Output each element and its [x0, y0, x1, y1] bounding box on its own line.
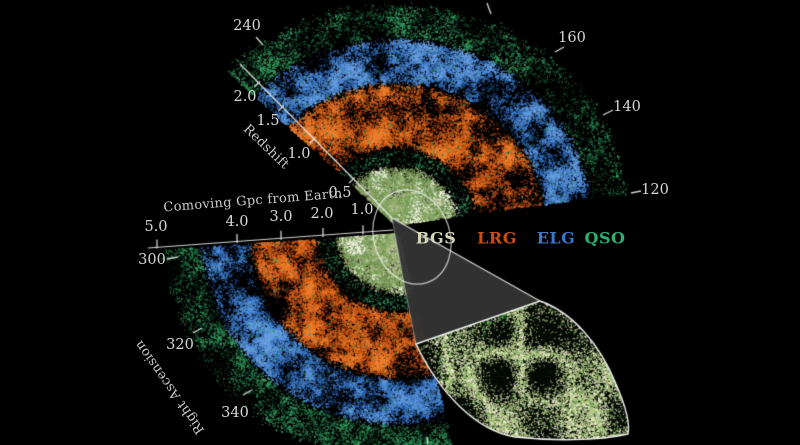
- redshift-tick-label-1.0: 1.0: [287, 145, 311, 162]
- redshift-tick-label-0.5: 0.5: [328, 184, 352, 201]
- comoving-tick-label-5.0: 5.0: [144, 218, 168, 235]
- legend-item-bgs: BGS: [415, 228, 457, 248]
- comoving-tick-label-2.0: 2.0: [310, 205, 334, 222]
- ra-top-tick-label-120: 120: [641, 181, 669, 198]
- legend-item-qso: QSO: [584, 228, 626, 248]
- comoving-tick-label-3.0: 3.0: [269, 208, 293, 225]
- ra-bottom-tick-label-320: 320: [166, 336, 194, 353]
- ra-bottom-tick-label-300: 300: [138, 251, 166, 268]
- legend-item-elg: ELG: [536, 228, 576, 248]
- ra-top-tick-label-240: 240: [233, 17, 261, 34]
- comoving-tick-label-1.0: 1.0: [350, 201, 374, 218]
- ra-top-tick-label-160: 160: [558, 29, 586, 46]
- ra-top-tick-label-140: 140: [613, 98, 641, 115]
- legend-item-lrg: LRG: [477, 228, 517, 248]
- redshift-tick-label-2.0: 2.0: [233, 88, 257, 105]
- redshift-tick-label-1.5: 1.5: [256, 112, 280, 129]
- comoving-tick-label-4.0: 4.0: [225, 213, 249, 230]
- ra-bottom-tick-label-340: 340: [221, 404, 249, 421]
